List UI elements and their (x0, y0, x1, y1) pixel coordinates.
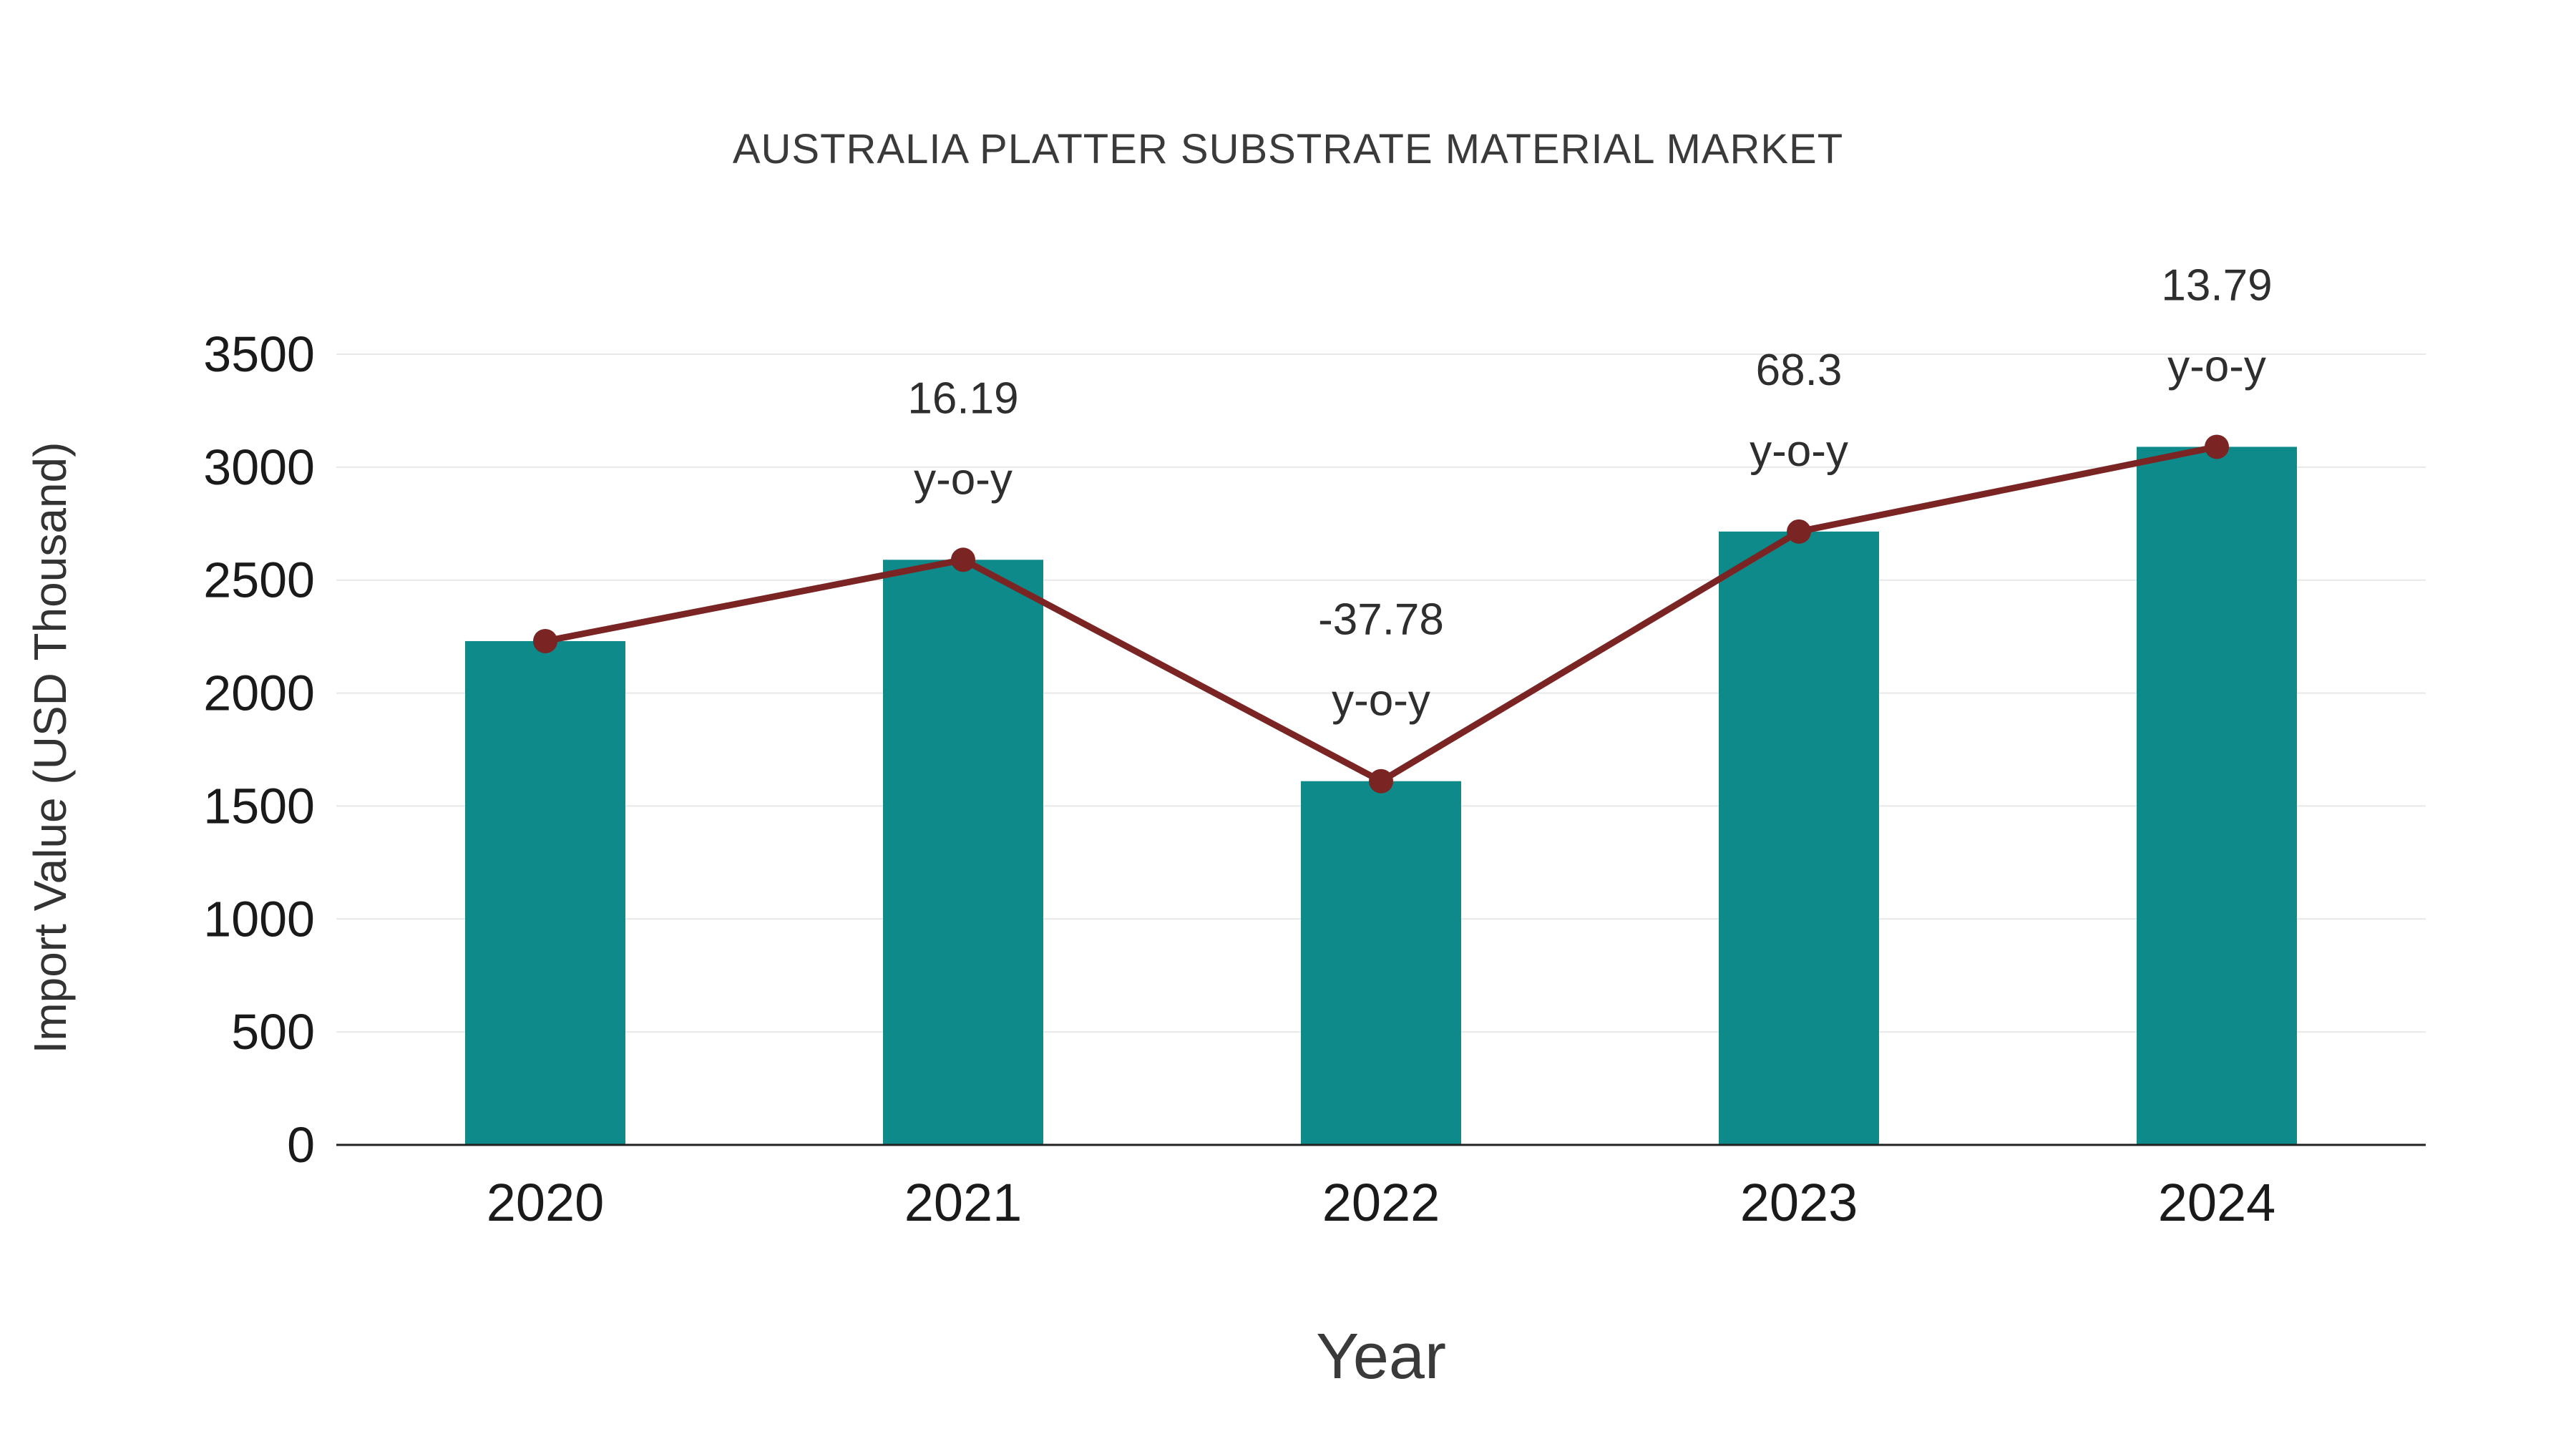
annotation-value-2021: 16.19 (907, 374, 1018, 423)
x-tick-label: 2024 (2158, 1173, 2276, 1232)
y-tick-label: 0 (287, 1117, 315, 1173)
x-tick-label: 2023 (1740, 1173, 1858, 1232)
annotation-value-2022: -37.78 (1318, 595, 1444, 645)
y-tick-label: 3500 (203, 326, 315, 382)
x-tick-label: 2021 (904, 1173, 1023, 1232)
y-tick-label: 500 (231, 1004, 315, 1060)
x-axis-title: Year (1316, 1321, 1446, 1392)
y-tick-label: 1000 (203, 891, 315, 947)
annotation-suffix-2023: y-o-y (1750, 426, 1848, 476)
line-marker-2023 (1787, 519, 1811, 544)
bar-2021 (883, 560, 1043, 1145)
y-tick-label: 1500 (203, 778, 315, 834)
x-tick-label: 2022 (1322, 1173, 1440, 1232)
chart-title: AUSTRALIA PLATTER SUBSTRATE MATERIAL MAR… (732, 126, 1844, 172)
x-tick-label: 2020 (487, 1173, 605, 1232)
bar-2023 (1719, 531, 1879, 1145)
y-tick-label: 3000 (203, 439, 315, 495)
annotation-suffix-2021: y-o-y (914, 454, 1013, 504)
line-marker-2021 (951, 547, 975, 572)
bar-2022 (1301, 781, 1461, 1145)
line-marker-2024 (2205, 434, 2229, 459)
y-tick-label: 2500 (203, 552, 315, 608)
annotation-suffix-2024: y-o-y (2167, 341, 2266, 391)
annotation-value-2023: 68.3 (1756, 346, 1843, 395)
annotation-suffix-2022: y-o-y (1332, 676, 1430, 726)
bar-2024 (2137, 447, 2297, 1145)
line-marker-2022 (1369, 769, 1393, 794)
line-marker-2020 (533, 628, 557, 653)
y-tick-label: 2000 (203, 665, 315, 721)
annotation-value-2024: 13.79 (2161, 260, 2272, 310)
bar-2020 (465, 640, 625, 1145)
